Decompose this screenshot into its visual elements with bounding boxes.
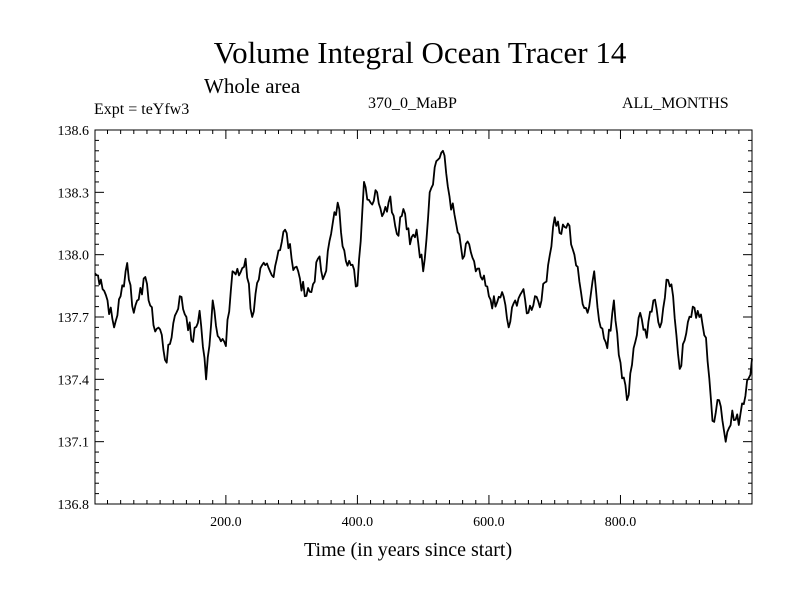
y-tick-label: 136.8 (58, 498, 90, 513)
y-tick-label: 137.4 (58, 373, 90, 388)
x-tick-label: 800.0 (605, 515, 637, 530)
series-line (94, 149, 753, 443)
y-tick-label: 137.7 (58, 311, 90, 326)
period-label: 370_0_MaBP (368, 95, 457, 112)
y-tick-label: 138.3 (58, 186, 90, 201)
x-tick-label: 200.0 (210, 515, 242, 530)
y-tick-label: 138.0 (58, 249, 90, 264)
y-tick-label: 137.1 (58, 436, 90, 451)
x-axis-label: Time (in years since start) (304, 539, 513, 561)
experiment-label: Expt = teYfw3 (94, 101, 190, 118)
chart-title: Volume Integral Ocean Tracer 14 (213, 35, 627, 70)
chart-subtitle: Whole area (204, 74, 301, 98)
plot-frame (94, 129, 753, 505)
months-label: ALL_MONTHS (622, 95, 729, 112)
y-tick-label: 138.6 (58, 124, 90, 139)
x-tick-label: 400.0 (342, 515, 374, 530)
x-tick-label: 600.0 (473, 515, 505, 530)
